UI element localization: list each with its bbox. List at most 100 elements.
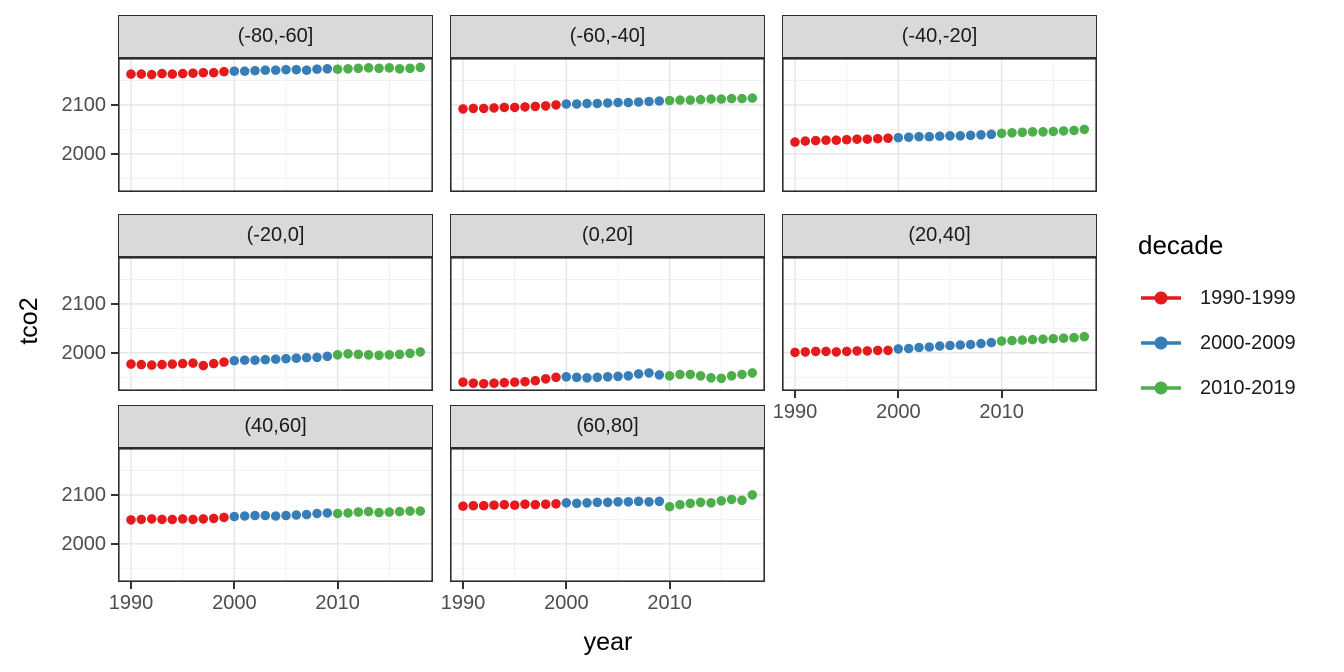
- data-point: [862, 346, 873, 356]
- data-point: [654, 496, 665, 507]
- data-point: [821, 135, 831, 145]
- data-point: [405, 506, 415, 516]
- legend-entry: 2010-2019: [1138, 375, 1296, 401]
- data-point: [188, 514, 198, 525]
- data-point: [208, 513, 219, 524]
- data-point: [374, 350, 384, 361]
- legend-entry: 1990-1999: [1138, 285, 1296, 311]
- data-point: [291, 353, 302, 363]
- data-point: [790, 137, 800, 147]
- data-point: [146, 514, 157, 524]
- data-point: [1079, 124, 1090, 135]
- y-tick-label: 2000: [61, 341, 107, 364]
- legend-entry-label: 2010-2019: [1200, 376, 1296, 399]
- y-tick-label: 2100: [61, 292, 107, 315]
- x-axis-tick: [1000, 391, 1003, 398]
- data-point: [198, 67, 209, 78]
- data-point: [229, 511, 240, 522]
- data-point: [415, 62, 426, 73]
- facet-5: (0,20]: [450, 214, 765, 391]
- data-point: [1038, 334, 1048, 344]
- data-point: [602, 372, 613, 382]
- data-point: [374, 507, 384, 518]
- data-point: [996, 336, 1007, 346]
- data-point: [1079, 331, 1090, 342]
- x-axis-tick: [336, 582, 339, 589]
- data-point: [790, 347, 800, 358]
- data-point: [353, 349, 364, 360]
- data-point: [198, 514, 209, 524]
- data-point: [499, 377, 510, 388]
- x-axis-tick: [668, 582, 671, 589]
- data-point: [520, 102, 530, 112]
- facet-panel: [118, 448, 433, 582]
- data-point: [1069, 125, 1079, 136]
- y-tick-label: 2000: [61, 142, 107, 165]
- x-tick-label: 1990: [108, 592, 154, 614]
- facet-strip-label: (20,40]: [908, 224, 971, 246]
- data-point: [188, 68, 198, 78]
- data-point: [157, 359, 167, 370]
- data-point: [291, 510, 302, 520]
- panel-border: [118, 257, 433, 391]
- data-point: [602, 98, 613, 108]
- data-point: [810, 346, 821, 357]
- data-point: [986, 337, 997, 348]
- data-point: [800, 136, 811, 146]
- data-point: [582, 498, 592, 508]
- data-point: [177, 68, 188, 79]
- facet-strip-label: (60,80]: [576, 415, 639, 437]
- data-point: [126, 69, 136, 79]
- data-point: [986, 129, 997, 140]
- data-point: [883, 345, 893, 356]
- data-point: [644, 368, 654, 378]
- data-point: [167, 514, 178, 525]
- data-point: [270, 354, 281, 364]
- data-point: [706, 498, 716, 508]
- data-point: [239, 66, 250, 76]
- y-axis-tick: [111, 351, 118, 354]
- panel-border: [782, 58, 1097, 192]
- data-point: [1058, 126, 1069, 136]
- x-axis-tick: [462, 582, 465, 589]
- data-point: [737, 93, 747, 104]
- data-point: [821, 346, 831, 357]
- facet-panel: [450, 257, 765, 391]
- facet-strip-label: (-80,-60]: [237, 25, 314, 47]
- data-point: [1048, 333, 1059, 344]
- facet-7: (40,60]: [118, 405, 433, 582]
- x-axis-tick: [130, 582, 133, 589]
- data-point: [965, 130, 976, 141]
- y-tick-label: 2000: [61, 532, 107, 555]
- data-point: [571, 372, 582, 383]
- data-point: [613, 371, 623, 382]
- data-point: [167, 69, 178, 79]
- data-point: [301, 509, 312, 520]
- data-point: [509, 500, 520, 510]
- data-point: [592, 497, 603, 508]
- data-point: [810, 135, 821, 146]
- data-point: [737, 369, 747, 380]
- data-point: [976, 338, 986, 349]
- x-axis-tick: [794, 391, 797, 398]
- data-point: [747, 490, 758, 500]
- facet-panel: [450, 448, 765, 582]
- data-point: [520, 376, 530, 387]
- data-point: [644, 497, 654, 507]
- data-point: [540, 101, 551, 111]
- x-tick-label: 2010: [315, 592, 360, 614]
- data-point: [353, 63, 364, 74]
- data-point: [332, 508, 343, 519]
- data-point: [1069, 332, 1079, 343]
- data-point: [716, 496, 727, 506]
- data-point: [903, 132, 914, 142]
- data-point: [551, 372, 561, 383]
- data-point: [934, 131, 945, 141]
- data-point: [530, 375, 541, 386]
- facet-4: (-20,0]: [118, 214, 433, 391]
- data-point: [301, 65, 312, 75]
- data-point: [747, 93, 758, 103]
- data-point: [126, 515, 136, 525]
- data-point: [363, 506, 374, 517]
